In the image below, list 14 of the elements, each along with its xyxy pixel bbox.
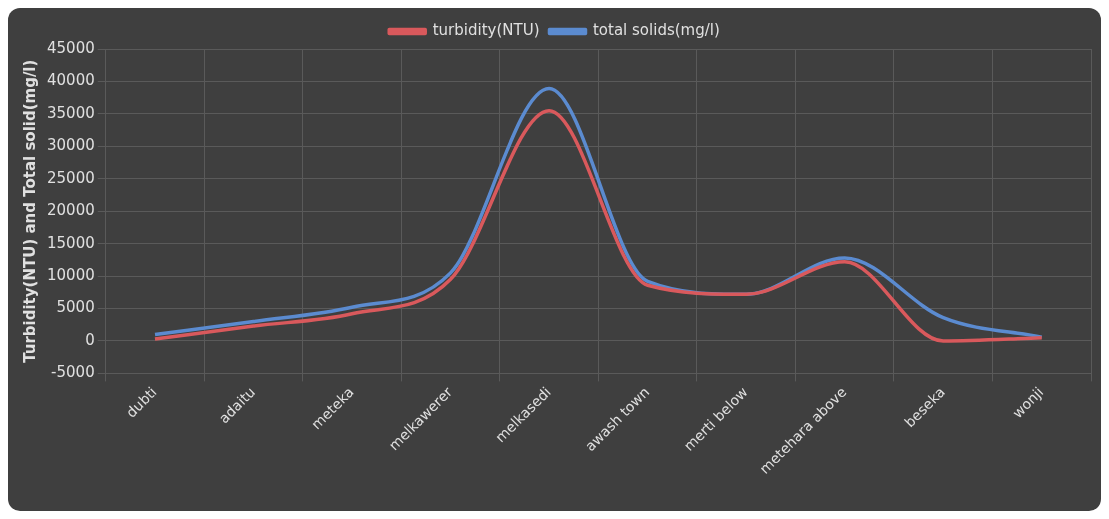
y-tick-label: 30000	[47, 136, 95, 155]
legend-label: turbidity(NTU)	[432, 21, 540, 40]
y-tick-label: 20000	[47, 201, 95, 220]
y-tick-label: 35000	[47, 103, 95, 122]
y-tick-label: 5000	[56, 298, 95, 317]
y-tick-label: 40000	[47, 71, 95, 90]
y-tick-label: 0	[85, 330, 95, 349]
y-tick-label: -5000	[51, 363, 95, 382]
y-tick-label: 45000	[47, 38, 95, 57]
y-axis-title: Turbidity(NTU) and Total solid(mg/l)	[20, 59, 39, 363]
y-tick-label: 10000	[47, 266, 95, 284]
y-tick-label: 25000	[47, 168, 95, 187]
y-tick-label: 15000	[47, 233, 95, 252]
legend-label: total solids(mg/l)	[592, 21, 720, 40]
